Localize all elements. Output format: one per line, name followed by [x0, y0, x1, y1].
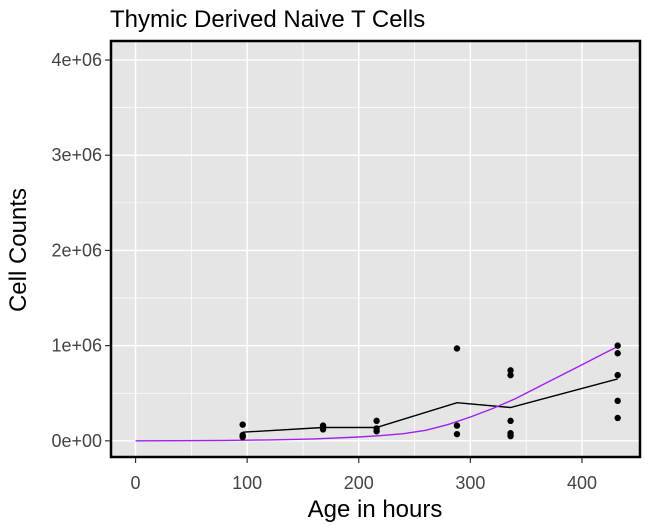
data-point	[239, 421, 246, 428]
y-axis: 0e+00 1e+06 2e+06 3e+06 4e+06	[51, 50, 110, 451]
y-tick-label: 3e+06	[51, 145, 102, 165]
x-tick-label: 0	[131, 473, 141, 493]
x-tick-label: 100	[232, 473, 262, 493]
chart-title: Thymic Derived Naive T Cells	[110, 6, 425, 33]
data-point	[239, 433, 246, 441]
y-tick-label: 4e+06	[51, 50, 102, 70]
x-axis: 0 100 200 300 400	[131, 458, 597, 493]
data-point	[453, 430, 461, 438]
plot-panel	[111, 41, 640, 457]
x-axis-title: Age in hours	[308, 496, 443, 523]
data-point	[373, 417, 380, 425]
data-point	[614, 414, 621, 422]
data-point	[453, 422, 461, 429]
x-tick-label: 300	[455, 473, 485, 493]
data-point	[614, 397, 621, 405]
data-layer	[135, 342, 621, 442]
y-tick-label: 0e+00	[51, 431, 102, 451]
x-tick-label: 400	[567, 473, 597, 493]
data-point	[373, 428, 380, 435]
panel-border	[109, 39, 642, 459]
y-tick-label: 1e+06	[51, 336, 102, 356]
y-tick-label: 2e+06	[51, 240, 102, 260]
y-axis-title: Cell Counts	[5, 188, 32, 312]
data-point	[614, 350, 621, 357]
data-point	[614, 371, 621, 379]
series-line	[242, 378, 618, 433]
series-line	[135, 345, 619, 442]
data-point	[319, 426, 327, 433]
data-point	[507, 417, 514, 425]
data-point	[614, 342, 621, 349]
x-tick-label: 200	[344, 473, 374, 493]
grid	[111, 41, 640, 457]
data-point	[507, 367, 514, 374]
data-point	[453, 345, 461, 352]
data-point	[507, 371, 514, 379]
data-point	[507, 432, 514, 440]
